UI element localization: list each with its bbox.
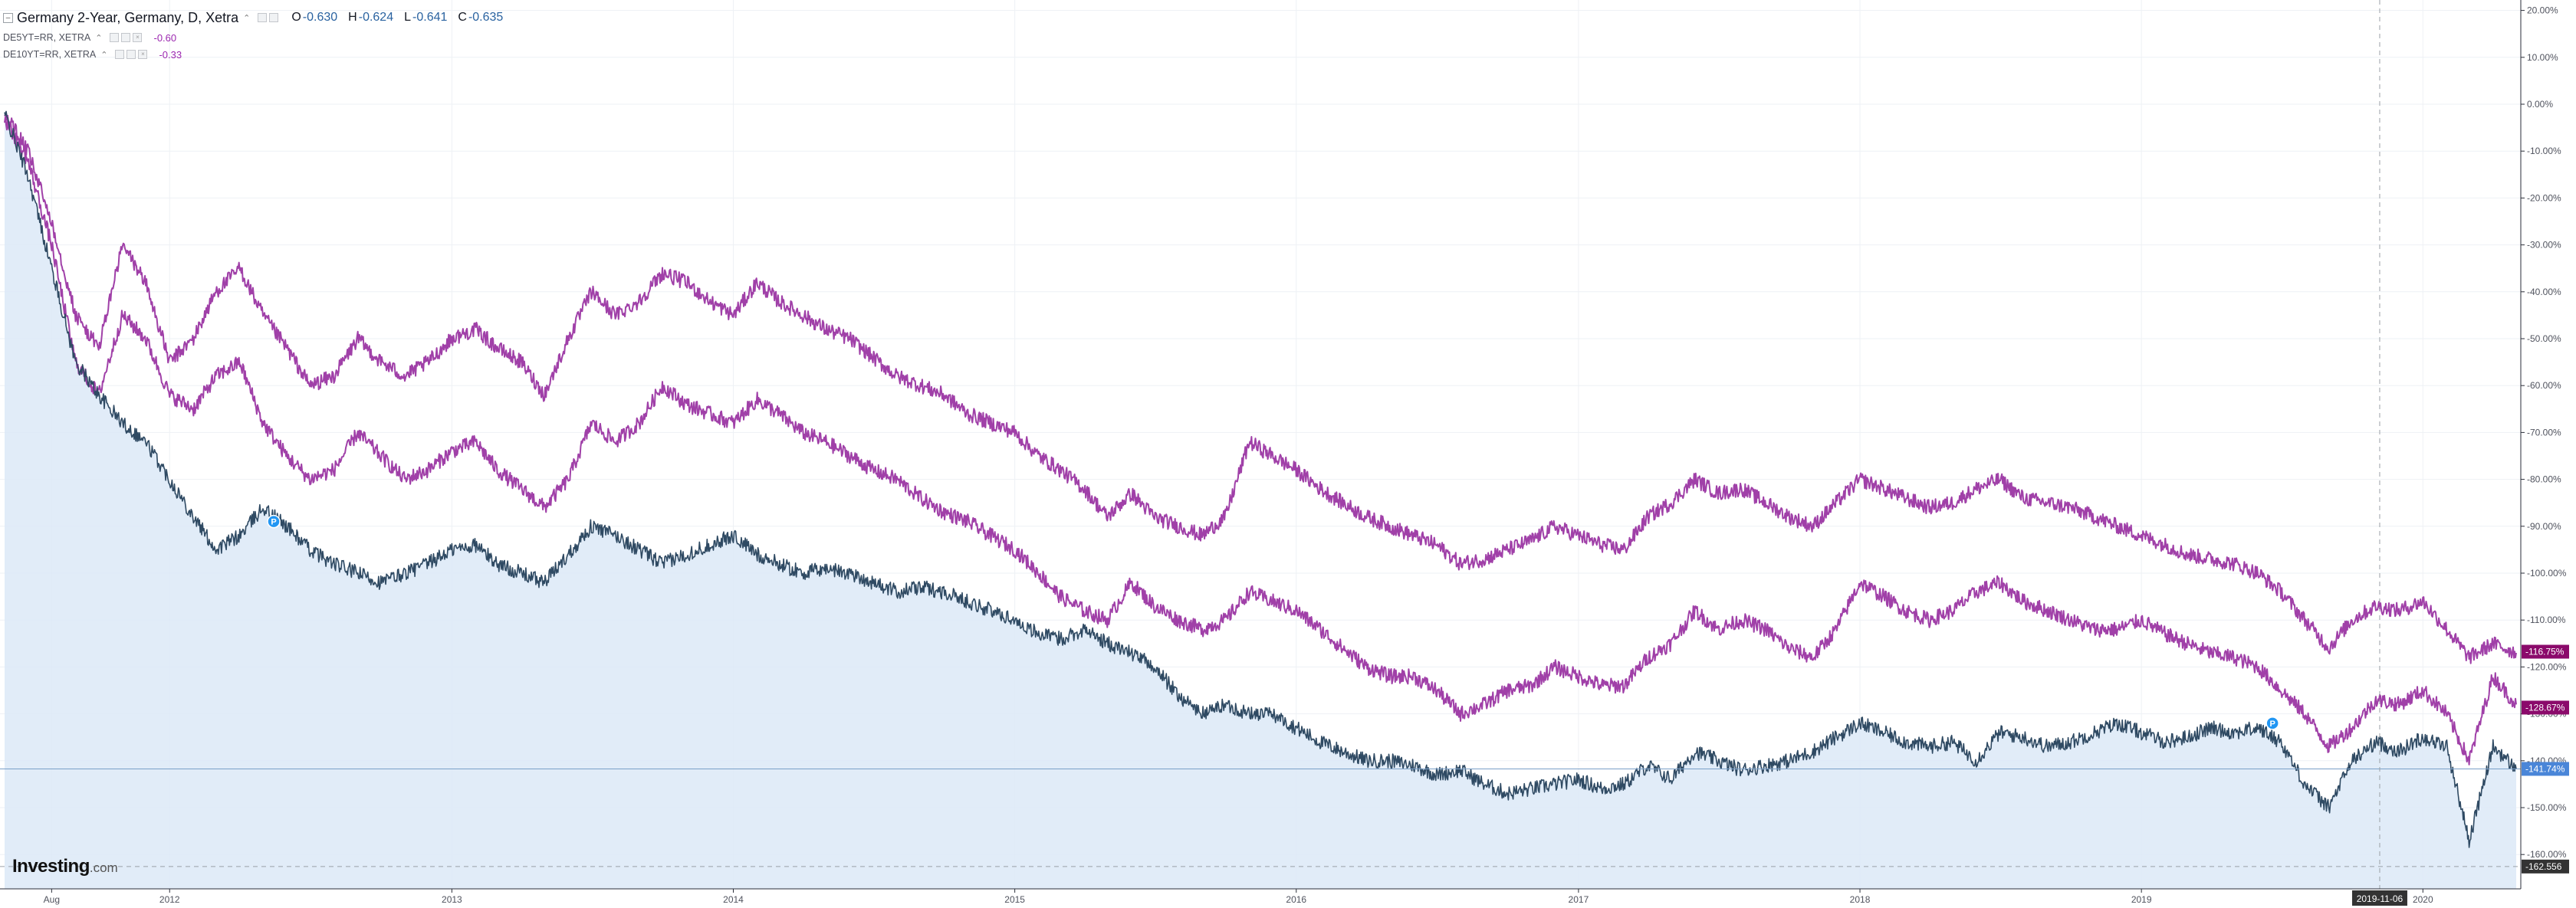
marker-circle — [2266, 716, 2279, 730]
y-tick-label: -20.00% — [2527, 192, 2561, 203]
ohlc-close: C -0.635 — [458, 11, 504, 24]
crosshair-date-badge: 2019-11-06 — [2351, 890, 2407, 906]
dividend-marker-icon: P — [2266, 716, 2279, 730]
x-tick-label: 2018 — [1850, 894, 1871, 905]
hide-series-icon[interactable] — [110, 33, 120, 42]
compare-series-legend-1: DE5YT=RR, XETRA ⌃ × -0.60 — [3, 29, 503, 46]
x-tick-label: 2017 — [1569, 894, 1589, 905]
y-tick-label: -100.00% — [2527, 568, 2567, 579]
compare-series-legend-2: DE10YT=RR, XETRA ⌃ × -0.33 — [3, 46, 503, 63]
dividend-marker-icon: P — [267, 514, 281, 529]
chevron-down-icon[interactable]: ⌃ — [95, 33, 103, 43]
crosshair-date-label: 2019-11-06 — [2357, 893, 2404, 904]
compare-series-label: DE5YT=RR, XETRA — [3, 32, 91, 43]
settings-icon[interactable] — [269, 13, 279, 22]
compare-series-line-1 — [4, 111, 2517, 664]
main-series-legend: – Germany 2-Year, Germany, D, Xetra ⌃ O-… — [3, 6, 503, 29]
x-tick-label: 2020 — [2413, 894, 2433, 905]
settings-icon[interactable] — [121, 33, 131, 42]
crosshair-value-badge: -162.556 — [2522, 859, 2569, 874]
last-value-label: -141.74% — [2525, 763, 2565, 774]
y-tick-label: 20.00% — [2527, 5, 2558, 16]
settings-icon[interactable] — [127, 50, 136, 59]
x-tick-label: 2019 — [2131, 894, 2152, 905]
close-icon[interactable]: × — [138, 50, 148, 59]
main-series-area — [5, 111, 2516, 889]
y-tick-label: -10.00% — [2527, 146, 2561, 156]
chart-legend: – Germany 2-Year, Germany, D, Xetra ⌃ O-… — [3, 6, 503, 63]
y-tick-label: 10.00% — [2527, 52, 2558, 63]
y-tick-label: -30.00% — [2527, 240, 2561, 251]
crosshair-value-badge-bg — [2522, 859, 2569, 874]
y-tick-label: -50.00% — [2527, 333, 2561, 344]
ohlc-open: O -0.630 — [291, 11, 338, 24]
last-value-badge-bg — [2522, 644, 2569, 659]
y-tick-label: 0.00% — [2527, 99, 2553, 110]
marker-label: P — [271, 518, 276, 527]
last-value-badge: -128.67% — [2522, 700, 2569, 715]
x-tick-label: 2016 — [1286, 894, 1306, 905]
chart-title: Germany 2-Year, Germany, D, Xetra — [17, 9, 239, 25]
last-value-badge: -116.75% — [2522, 644, 2569, 659]
last-value-badge-bg — [2522, 700, 2569, 715]
hide-series-icon[interactable] — [115, 50, 125, 59]
close-icon[interactable]: × — [133, 33, 143, 42]
marker-circle — [267, 514, 281, 529]
marker-label: P — [2269, 720, 2275, 729]
collapse-legend-icon[interactable]: – — [3, 12, 13, 23]
last-value-badge: -141.74% — [2522, 762, 2569, 776]
y-tick-label: -150.00% — [2527, 802, 2567, 813]
x-tick-label: Aug — [44, 894, 60, 905]
compare-series-line-2 — [4, 116, 2517, 765]
last-value-label: -128.67% — [2525, 702, 2565, 713]
crosshair-date-badge-bg — [2351, 890, 2407, 906]
y-tick-label: -60.00% — [2527, 380, 2561, 391]
y-tick-label: -110.00% — [2527, 615, 2566, 625]
y-tick-label: -80.00% — [2527, 474, 2561, 485]
compare-series-value: -0.33 — [159, 48, 182, 61]
investing-logo: Investing.com — [12, 856, 118, 877]
y-tick-label: -90.00% — [2527, 521, 2561, 532]
hide-series-icon[interactable] — [258, 13, 268, 22]
crosshair-value-label: -162.556 — [2525, 861, 2562, 872]
x-tick-label: 2014 — [723, 894, 744, 905]
compare-series-label: DE10YT=RR, XETRA — [3, 49, 97, 60]
x-tick-label: 2012 — [159, 894, 180, 905]
compare-series-value: -0.60 — [153, 31, 177, 44]
chevron-down-icon[interactable]: ⌃ — [100, 50, 108, 60]
x-tick-label: 2015 — [1004, 894, 1025, 905]
ohlc-high: H -0.624 — [348, 11, 394, 24]
last-value-badge-bg — [2522, 762, 2569, 776]
x-tick-label: 2013 — [442, 894, 462, 905]
chevron-down-icon[interactable]: ⌃ — [243, 13, 251, 23]
last-value-label: -116.75% — [2525, 647, 2564, 657]
y-tick-label: -70.00% — [2527, 427, 2561, 438]
y-tick-label: -40.00% — [2527, 287, 2561, 297]
y-tick-label: -160.00% — [2527, 849, 2567, 860]
main-series-line — [4, 110, 2517, 848]
y-tick-label: -120.00% — [2527, 661, 2567, 672]
ohlc-low: L -0.641 — [404, 11, 448, 24]
